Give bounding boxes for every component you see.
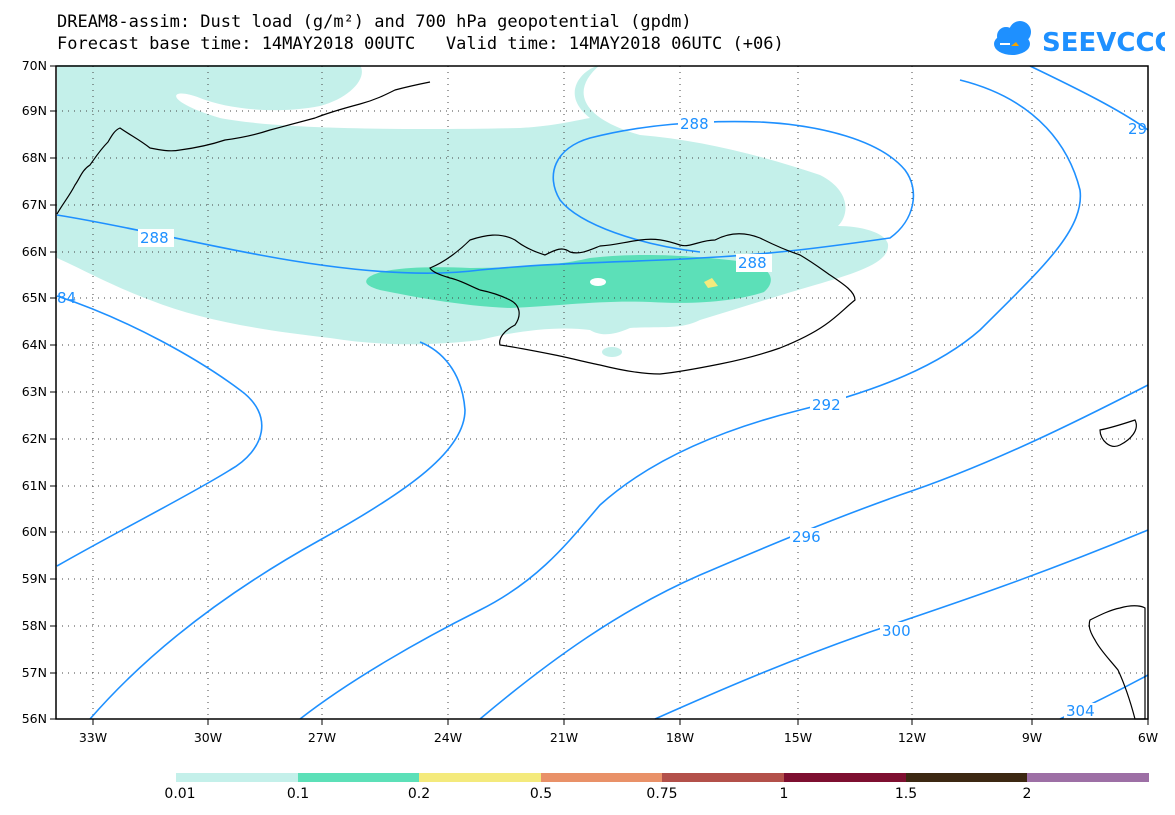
graticule [56,66,1148,719]
contour-label: 300 [882,622,911,640]
iceland-coast [429,233,856,375]
contour-label: 292 [812,396,841,414]
colorbar-label: 1 [779,786,789,802]
colorbar-label: 2 [1022,786,1032,802]
lat-label: 65N [22,290,47,305]
colorbar-label: 0.5 [529,786,553,802]
axis-ticks [50,65,1149,725]
contour-label: 296 [792,528,821,546]
contour-labels: 288 288 288 292 296 300 304 84 29 [57,115,1147,720]
lat-label: 57N [22,665,47,680]
geopotential-contours [56,65,1149,720]
forecast-times: Forecast base time: 14MAY2018 00UTC Vali… [57,34,784,54]
contour-label: 288 [738,254,767,272]
lon-label: 27W [308,730,336,745]
scotland-coast [1088,605,1146,720]
greenland-coast [56,81,431,215]
lat-label: 59N [22,571,47,586]
lon-label: 12W [898,730,926,745]
colorbar-segment [784,773,906,782]
lon-label: 33W [79,730,107,745]
colorbar-segment [906,773,1027,782]
lon-label: 18W [666,730,694,745]
colorbar-segment [419,773,541,782]
dust-gap [590,278,606,286]
faroe-coast [1099,419,1137,447]
lat-label: 60N [22,524,47,539]
contour-292 [299,79,1082,720]
coastline [56,81,1146,720]
colorbar-segment [298,773,419,782]
contour-west-a [89,341,466,720]
lat-label: 67N [22,197,47,212]
lat-label: 66N [22,244,47,259]
colorbar-label: 1.5 [894,786,918,802]
lat-label: 69N [22,103,47,118]
colorbar-segment [541,773,662,782]
lat-label: 63N [22,384,47,399]
lon-label: 15W [784,730,812,745]
map-title: DREAM8-assim: Dust load (g/m²) and 700 h… [57,12,692,32]
colorbar-label: 0.01 [164,786,196,802]
contour-label: 29 [1128,120,1147,138]
dust-area-high [704,278,718,288]
colorbar-label: 0.75 [646,786,678,802]
dust-patch [602,347,622,357]
lon-label: 21W [550,730,578,745]
lat-label: 56N [22,711,47,726]
lat-label: 62N [22,431,47,446]
lon-label: 24W [434,730,462,745]
contour-29 [1029,65,1149,131]
contour-296 [479,384,1149,720]
colorbar-segment [176,773,298,782]
longitude-labels: 33W 30W 27W 24W 21W 18W 15W 12W 9W 6W [79,730,1158,745]
lat-label: 64N [22,337,47,352]
colorbar-label: 0.2 [407,786,431,802]
logo-text: SEEVCCC [1042,28,1165,58]
contour-84 [56,295,263,567]
lon-label: 6W [1138,730,1158,745]
contour-300 [654,529,1149,720]
latitude-labels: 70N 69N 68N 67N 66N 65N 64N 63N 62N 61N … [22,58,47,726]
lon-label: 9W [1022,730,1042,745]
cloud-icon [994,21,1031,55]
contour-label: 84 [57,289,76,307]
colorbar-label: 0.1 [286,786,310,802]
colorbar-segment [1027,773,1149,782]
lon-label: 30W [194,730,222,745]
dust-area-medium [366,255,771,308]
lat-label: 70N [22,58,47,73]
lat-label: 61N [22,478,47,493]
colorbar [176,773,1149,782]
contour-288-west [56,120,915,274]
colorbar-segment [662,773,784,782]
contour-label: 304 [1066,702,1095,720]
contour-label: 288 [680,115,709,133]
lat-label: 58N [22,618,47,633]
seevccc-logo: SEEVCCC [994,21,1165,58]
lat-label: 68N [22,150,47,165]
contour-label: 288 [140,229,169,247]
